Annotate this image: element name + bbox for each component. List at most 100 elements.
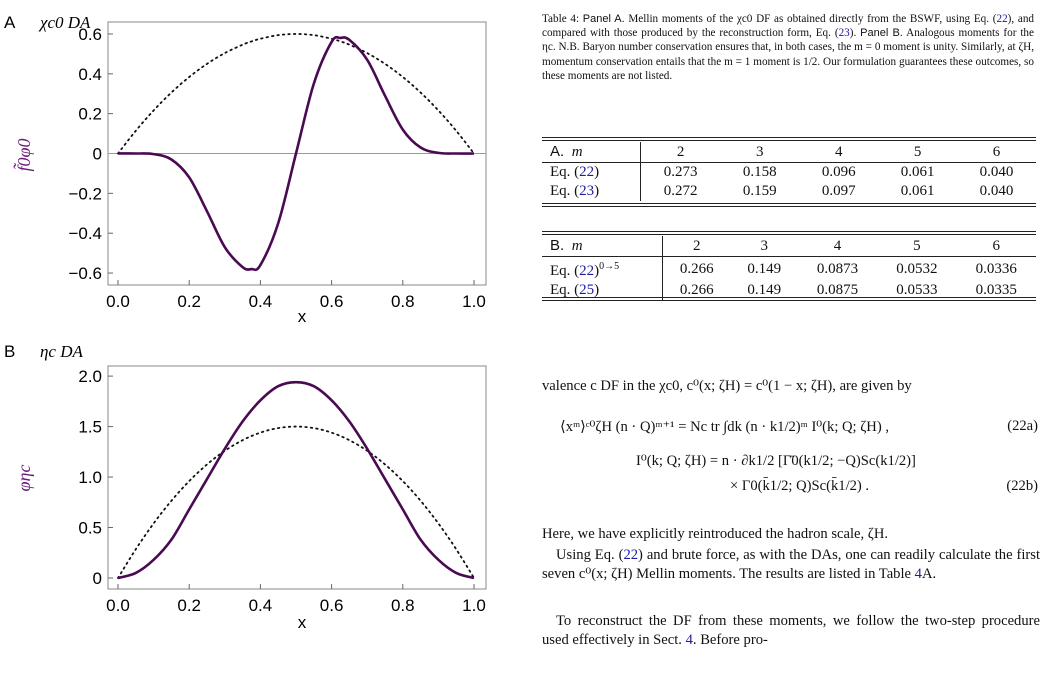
table-cell: 0.266 xyxy=(679,282,714,298)
panel-b-solid-curve xyxy=(117,380,475,580)
table-b-top-rule xyxy=(542,231,1036,235)
panel-a-title: χc0 DA xyxy=(38,13,91,32)
y-tick-label: 0 xyxy=(93,145,102,164)
table-row: Eq. (22) 0.273 0.158 0.096 0.061 0.040 xyxy=(542,162,1036,182)
figure: A χc0 DA 0.6 0.4 0.2 0 −0.2 −0.4 −0.6 0.0 0.2 0.… xyxy=(4,13,487,632)
table-b-ref[interactable]: 22 xyxy=(579,263,595,279)
caption-part3: ). xyxy=(849,27,857,40)
table-row: Eq. (22)0→5 0.266 0.149 0.0873 0.0532 0.… xyxy=(542,256,1036,281)
panel-b-ylabel: φηc xyxy=(14,465,34,492)
table-a-col: 6 xyxy=(957,142,1036,163)
caption-ref-23[interactable]: 23 xyxy=(838,27,850,40)
caption-part2: ), and compared with those produced by t… xyxy=(542,13,1035,40)
table-cell: 0.061 xyxy=(900,183,935,199)
table-cell: 0.0336 xyxy=(975,260,1017,277)
y-tick-label: 0 xyxy=(93,569,102,588)
y-tick-label: 0.5 xyxy=(78,519,102,538)
table-cell: 0.061 xyxy=(900,164,935,180)
y-tick-label: 0.2 xyxy=(78,105,102,124)
paragraph-3-ref-sect-4[interactable]: 4 xyxy=(685,632,693,648)
panel-a-dotted-curve xyxy=(117,33,475,155)
x-tick-label: 0.8 xyxy=(391,292,415,311)
x-tick-label: 0.2 xyxy=(177,292,201,311)
x-tick-label: 0.6 xyxy=(320,292,344,311)
y-tick-label: −0.6 xyxy=(68,264,102,283)
table-b-col: 3 xyxy=(730,236,798,257)
x-tick-label: 0.8 xyxy=(391,596,415,615)
paragraph-1: Here, we have explicitly reintroduced th… xyxy=(542,526,889,542)
table-cell: 0.096 xyxy=(821,164,856,180)
table-cell: 0.266 xyxy=(679,260,714,277)
right-column: Table 4: Panel A. Mellin moments of the … xyxy=(540,0,1050,673)
table-a-header: A. m 2 3 4 5 6 xyxy=(542,142,1036,163)
table-b-col: 4 xyxy=(797,236,878,257)
y-tick-label: 0.6 xyxy=(78,25,102,44)
table-cell: 0.159 xyxy=(742,183,777,199)
x-tick-label: 1.0 xyxy=(462,292,486,311)
y-tick-label: −0.2 xyxy=(68,184,102,203)
x-tick-label: 0.0 xyxy=(106,596,130,615)
panel-a-solid-curve xyxy=(117,35,475,272)
y-tick-label: 2.0 xyxy=(78,367,102,386)
panel-b-xlabel: x xyxy=(298,613,307,632)
intro-text: valence c DF in the χc0, c⁰(x; ζH) = c⁰(… xyxy=(542,378,912,394)
y-tick-label: 1.5 xyxy=(78,418,102,437)
paragraph-2-ref-22[interactable]: 22 xyxy=(623,547,639,563)
table-row: Eq. (23) 0.272 0.159 0.097 0.061 0.040 xyxy=(542,182,1036,201)
table-a-m: m xyxy=(571,144,583,160)
x-tick-label: 0.4 xyxy=(249,596,273,615)
table-a-col: 4 xyxy=(799,142,879,163)
table-cell: 0.158 xyxy=(742,164,777,180)
caption-ref-22[interactable]: 22 xyxy=(996,13,1008,25)
panel-a-ylabel: f̃0φ0 xyxy=(13,139,34,172)
equation-22a: ⟨xᵐ⟩ᶜ⁰ζH (n · Q)ᵐ⁺¹ = Nc tr ∫dk (n · k1/… xyxy=(560,419,890,435)
table-b-ref[interactable]: 25 xyxy=(579,282,595,298)
x-tick-label: 0.6 xyxy=(320,596,344,615)
caption-part1: Mellin moments of the χc0 DF as obtained… xyxy=(628,13,997,25)
x-tick-label: 0.2 xyxy=(177,596,201,615)
table-b-sup: 0→5 xyxy=(599,261,620,272)
table-cell: 0.273 xyxy=(663,164,698,180)
paragraph-2-ref-table-4[interactable]: 4 xyxy=(914,566,922,582)
table-b-col: 2 xyxy=(662,236,731,257)
panel-b-frame xyxy=(107,365,487,590)
table-cell: 0.040 xyxy=(979,183,1014,199)
table-cell: 0.0335 xyxy=(975,282,1017,298)
equation-22b-line2: × Γ0(k̄1/2; Q)Sc(k̄1/2) . xyxy=(730,478,870,494)
table-a-ref[interactable]: 22 xyxy=(579,164,595,180)
table-cell: 0.0532 xyxy=(896,260,938,277)
caption-panel-b-label: Panel B. xyxy=(860,27,903,40)
table-cell: 0.149 xyxy=(747,282,782,298)
table-a-top-rule xyxy=(542,137,1036,141)
table-caption: Table 4: Panel A. Mellin moments of the … xyxy=(542,12,1034,83)
table-cell: 0.0875 xyxy=(816,282,859,298)
x-tick-label: 0.4 xyxy=(249,292,273,311)
table-cell: 0.040 xyxy=(979,164,1014,180)
table-a-col: 3 xyxy=(720,142,800,163)
panel-b-letter: B xyxy=(4,342,15,361)
panel-b-dotted-curve xyxy=(117,425,475,579)
table-a-label: A. xyxy=(550,143,565,160)
caption-panel-a-label: Panel A. xyxy=(582,13,625,25)
y-tick-label: 0.4 xyxy=(78,65,102,84)
table-b-label: B. xyxy=(550,237,565,254)
table-b-m: m xyxy=(571,238,583,254)
table-cell: 0.097 xyxy=(821,183,856,199)
x-tick-label: 1.0 xyxy=(462,596,486,615)
equation-22a-number: (22a) xyxy=(1007,418,1038,434)
panel-b: B ηc DA 2.0 1.5 1.0 0.5 0 0.0 0.2 0.4 0.6 0.8 1.0… xyxy=(4,342,487,632)
equation-22b-number: (22b) xyxy=(1006,478,1038,494)
table-a-ref[interactable]: 23 xyxy=(579,183,595,199)
panel-a-letter: A xyxy=(4,13,16,32)
table-a: A. m 2 3 4 5 6 Eq. (22) 0.273 0.158 0.09… xyxy=(542,142,1036,201)
table-a-col: 2 xyxy=(640,142,721,163)
y-tick-label: 1.0 xyxy=(78,468,102,487)
table-b-bottom-rule xyxy=(542,297,1036,301)
paragraph-2: Using Eq. (22) and brute force, as with … xyxy=(542,547,1041,582)
table-row: Eq. (25) 0.266 0.149 0.0875 0.0533 0.033… xyxy=(542,281,1036,300)
table-b-col: 5 xyxy=(877,236,957,257)
table-cell: 0.0873 xyxy=(816,260,859,277)
x-tick-label: 0.0 xyxy=(106,292,130,311)
y-tick-label: −0.4 xyxy=(68,224,102,243)
panel-a-xlabel: x xyxy=(298,307,307,326)
